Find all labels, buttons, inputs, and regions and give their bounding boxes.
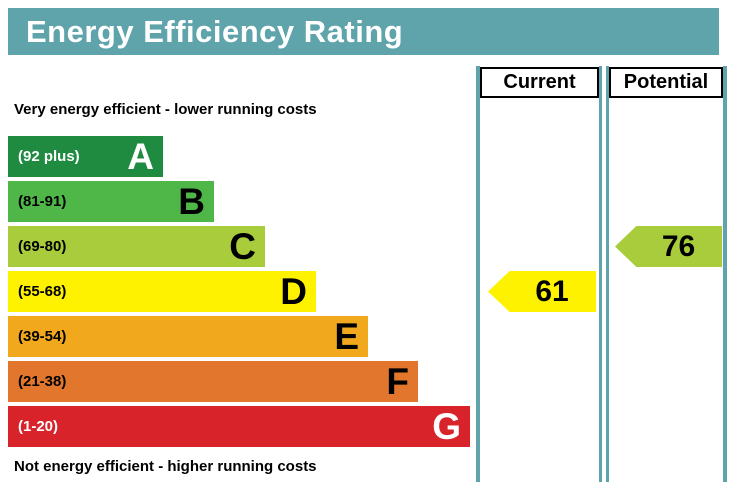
top-efficiency-note: Very energy efficient - lower running co… [14, 101, 317, 118]
column-divider-right [606, 66, 609, 482]
band-range-label: (92 plus) [18, 148, 80, 165]
band-letter: C [229, 226, 256, 267]
potential-rating-value: 76 [661, 229, 696, 263]
band-range-label: (69-80) [18, 238, 67, 255]
band-row-b: (81-91) B [8, 181, 214, 222]
column-border-left [476, 66, 480, 482]
potential-column-label: Potential [623, 71, 709, 93]
band-letter: G [432, 406, 461, 447]
page-title: Energy Efficiency Rating [26, 13, 404, 49]
band-range-label: (81-91) [18, 193, 67, 210]
band-letter: F [386, 361, 409, 402]
band-range-label: (39-54) [18, 328, 67, 345]
bottom-efficiency-note: Not energy efficient - higher running co… [14, 458, 317, 475]
current-rating-arrow: 61 [488, 271, 596, 312]
band-row-f: (21-38) F [8, 361, 418, 402]
band-range-label: (21-38) [18, 373, 67, 390]
band-letter: B [178, 181, 205, 222]
band-letter: D [280, 271, 307, 312]
band-range-label: (1-20) [18, 418, 59, 435]
potential-column-header: Potential [609, 67, 723, 98]
band-row-g: (1-20) G [8, 406, 470, 447]
band-range-label: (55-68) [18, 283, 67, 300]
band-row-e: (39-54) E [8, 316, 368, 357]
current-rating-value: 61 [535, 274, 569, 308]
band-letter: A [127, 136, 154, 177]
band-row-d: (55-68) D [8, 271, 316, 312]
column-divider-left [599, 66, 602, 482]
band-row-c: (69-80) C [8, 226, 265, 267]
current-column-header: Current [480, 67, 599, 98]
band-row-a: (92 plus) A [8, 136, 163, 177]
title-bar: Energy Efficiency Rating [8, 8, 719, 55]
column-border-right [723, 66, 727, 482]
current-column-label: Current [503, 71, 576, 93]
potential-rating-arrow: 76 [615, 226, 722, 267]
band-letter: E [334, 316, 359, 357]
